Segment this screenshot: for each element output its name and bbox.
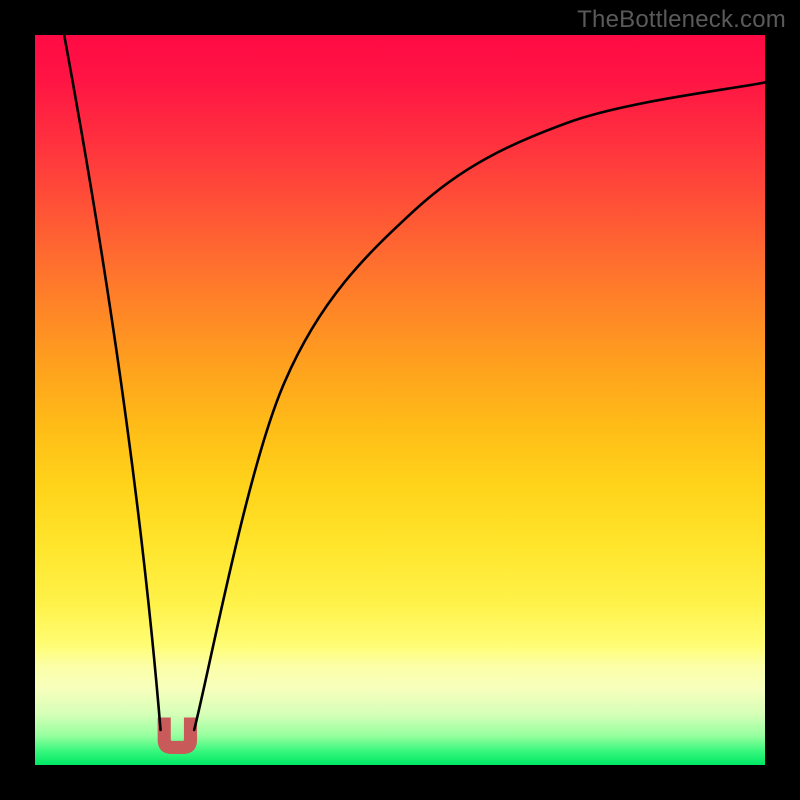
- plot-area: [35, 35, 765, 765]
- gradient-rect: [35, 35, 765, 765]
- watermark-text: TheBottleneck.com: [577, 6, 786, 34]
- bottleneck-chart: TheBottleneck.com: [0, 0, 800, 800]
- plot-svg: [35, 35, 765, 765]
